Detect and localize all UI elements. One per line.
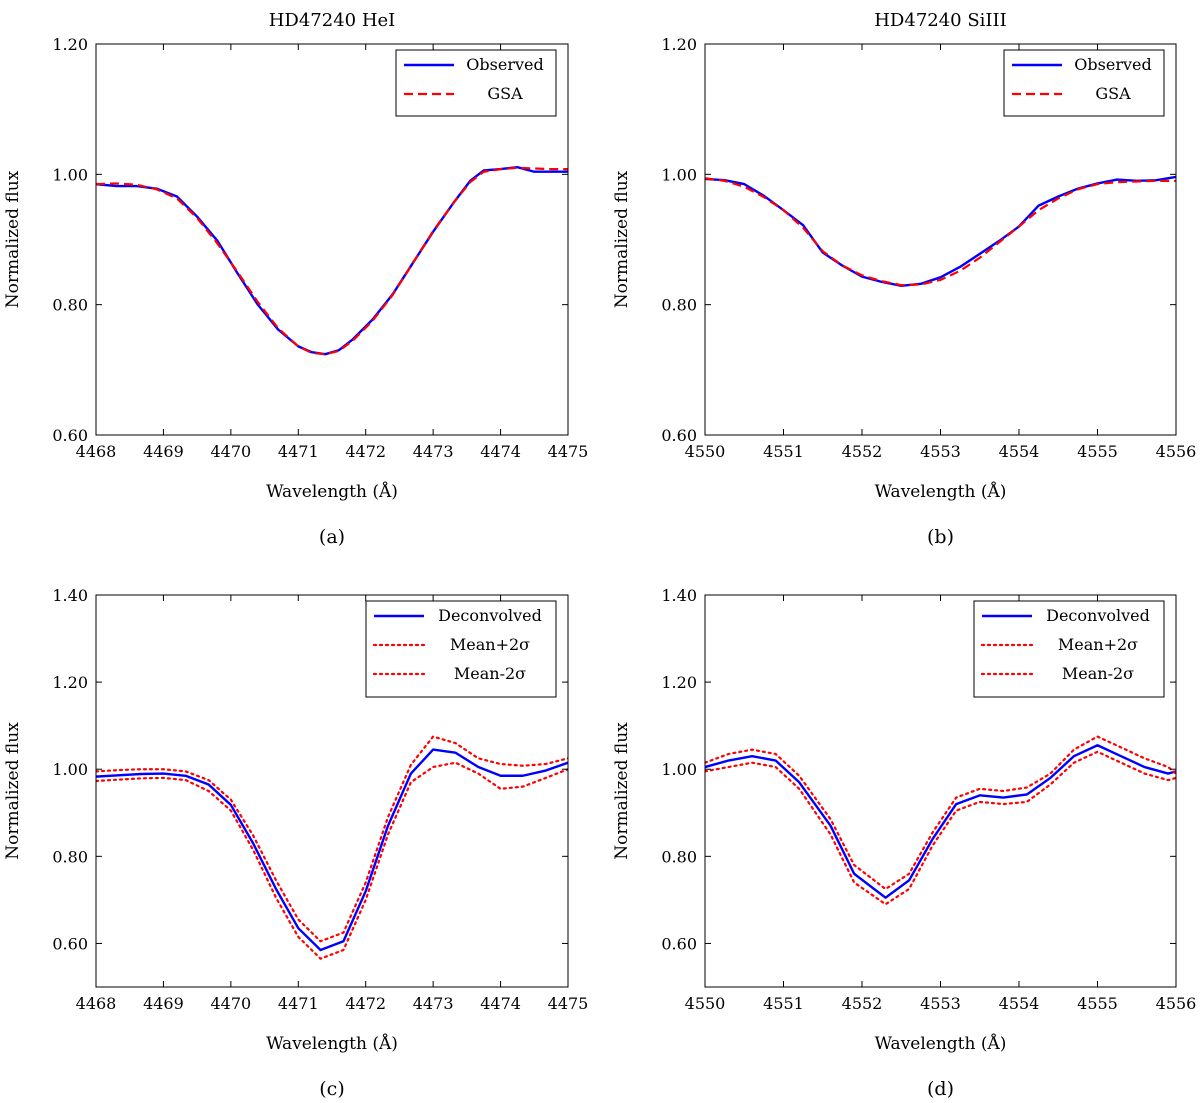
x-axis-label: Wavelength (Å): [266, 481, 398, 502]
y-tick-label: 1.20: [661, 673, 697, 692]
legend-label: Deconvolved: [438, 606, 542, 625]
legend-label: Observed: [1074, 55, 1151, 74]
series-line-2: [705, 735, 1176, 891]
y-tick-label: 1.20: [52, 35, 88, 54]
y-tick-label: 1.00: [52, 165, 88, 184]
y-tick-label: 0.60: [661, 934, 697, 953]
series-line-3: [96, 761, 568, 960]
panel-caption: (c): [319, 1078, 344, 1100]
y-axis-label: Normalized flux: [612, 170, 632, 308]
x-tick-label: 4472: [345, 442, 386, 461]
legend-label: Mean+2σ: [450, 635, 530, 654]
legend: Observed GSA: [1003, 49, 1165, 117]
x-tick-label: 4473: [413, 442, 454, 461]
x-tick-label: 4553: [920, 442, 961, 461]
series-line-3: [705, 750, 1176, 906]
series-line-1: [705, 175, 1176, 287]
x-tick-label: 4550: [685, 994, 726, 1013]
x-tick-label: 4554: [999, 442, 1040, 461]
x-axis-label: Wavelength (Å): [266, 1033, 398, 1054]
legend-label: Mean-2σ: [454, 664, 526, 683]
legend: Deconvolved Mean+2σ Mean-2σ: [973, 600, 1165, 698]
x-tick-label: 4554: [999, 994, 1040, 1013]
legend-label: Observed: [466, 55, 543, 74]
plot-frame: [95, 594, 569, 988]
panel-caption: (a): [319, 526, 345, 548]
panel-caption: (b): [927, 526, 954, 548]
series-line-2: [96, 166, 568, 356]
y-tick-label: 1.00: [661, 760, 697, 779]
x-tick-label: 4470: [210, 994, 251, 1013]
x-tick-label: 4472: [345, 994, 386, 1013]
x-tick-label: 4470: [210, 442, 251, 461]
plot-frame: [95, 43, 569, 436]
y-tick-label: 1.40: [52, 586, 88, 605]
x-tick-label: 4469: [143, 994, 184, 1013]
y-tick-label: 0.80: [52, 847, 88, 866]
y-tick-label: 0.80: [661, 847, 697, 866]
chart-panel-3: 4468 4469 4470 4471 4472 4473 4474 4475 0.60 0.80…: [3, 586, 588, 1100]
chart-panel-4: 4550 4551 4552 4553 4554 4555 4556 0.60 0.80 1.00…: [612, 586, 1196, 1100]
series-line-1: [96, 748, 568, 952]
x-tick-label: 4550: [685, 442, 726, 461]
chart-panel-1: HD47240 HeI 4468 4469 4470 4471 4472 4473 4474 4…: [3, 10, 588, 548]
legend-label: Mean+2σ: [1058, 635, 1138, 654]
y-tick-label: 1.20: [661, 35, 697, 54]
x-tick-label: 4552: [842, 994, 883, 1013]
y-axis-label: Normalized flux: [3, 722, 23, 860]
x-tick-label: 4474: [480, 442, 521, 461]
panel-caption: (d): [927, 1078, 954, 1100]
chart-title: HD47240 HeI: [269, 10, 396, 31]
y-axis-label: Normalized flux: [3, 170, 23, 308]
x-tick-label: 4555: [1077, 994, 1118, 1013]
series-line-2: [705, 177, 1176, 287]
legend-label: GSA: [487, 84, 523, 103]
legend: Deconvolved Mean+2σ Mean-2σ: [365, 600, 557, 698]
legend-label: Deconvolved: [1046, 606, 1150, 625]
y-tick-label: 0.80: [661, 296, 697, 315]
x-axis-label: Wavelength (Å): [875, 481, 1007, 502]
x-tick-label: 4553: [920, 994, 961, 1013]
x-tick-label: 4468: [76, 442, 117, 461]
chart-title: HD47240 SiIII: [874, 10, 1007, 31]
y-tick-label: 1.40: [661, 586, 697, 605]
x-axis-label: Wavelength (Å): [875, 1033, 1007, 1054]
legend-box: [395, 49, 557, 117]
y-tick-label: 0.80: [52, 296, 88, 315]
x-tick-label: 4555: [1077, 442, 1118, 461]
legend-label: Mean-2σ: [1062, 664, 1134, 683]
y-tick-label: 0.60: [52, 426, 88, 445]
x-tick-label: 4471: [278, 994, 319, 1013]
x-tick-label: 4551: [763, 442, 804, 461]
x-tick-label: 4468: [76, 994, 117, 1013]
y-tick-label: 0.60: [661, 426, 697, 445]
series-line-1: [96, 165, 568, 356]
x-tick-label: 4551: [763, 994, 804, 1013]
y-tick-label: 0.60: [52, 934, 88, 953]
y-tick-label: 1.00: [52, 760, 88, 779]
y-tick-label: 1.20: [52, 673, 88, 692]
y-axis-label: Normalized flux: [612, 722, 632, 860]
x-tick-label: 4469: [143, 442, 184, 461]
legend-box: [1003, 49, 1165, 117]
legend-label: GSA: [1095, 84, 1131, 103]
x-tick-label: 4556: [1156, 442, 1197, 461]
series-line-2: [96, 735, 568, 943]
x-tick-label: 4556: [1156, 994, 1197, 1013]
x-tick-label: 4474: [480, 994, 521, 1013]
legend: Observed GSA: [395, 49, 557, 117]
series-line-1: [705, 744, 1176, 899]
x-tick-label: 4475: [548, 994, 589, 1013]
x-tick-label: 4473: [413, 994, 454, 1013]
chart-panel-2: HD47240 SiIII 4550 4551 4552 4553 4554 4555 455…: [612, 10, 1196, 548]
x-tick-label: 4475: [548, 442, 589, 461]
y-tick-label: 1.00: [661, 165, 697, 184]
x-tick-label: 4471: [278, 442, 319, 461]
x-tick-label: 4552: [842, 442, 883, 461]
